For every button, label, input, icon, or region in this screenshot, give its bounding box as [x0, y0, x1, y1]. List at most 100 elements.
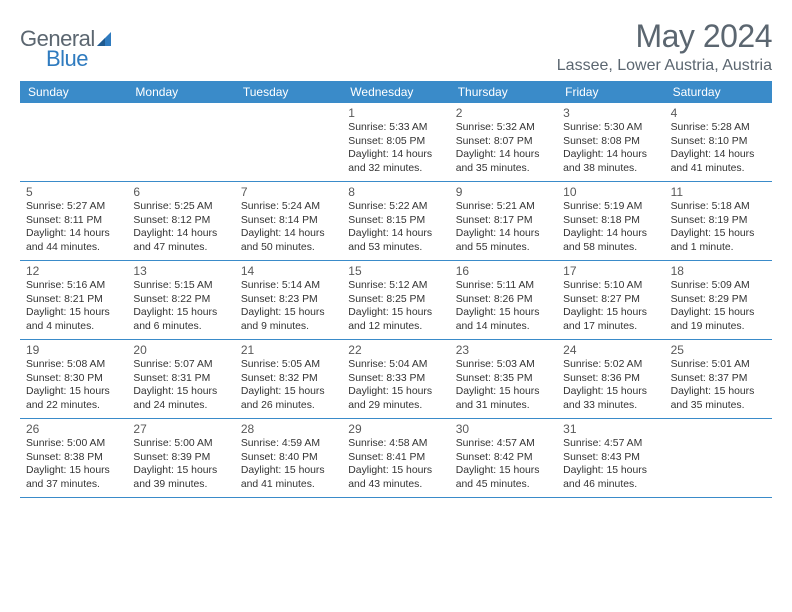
day-cell: 14Sunrise: 5:14 AMSunset: 8:23 PMDayligh…: [235, 261, 342, 339]
day-detail: and 24 minutes.: [133, 399, 230, 413]
day-detail: Sunrise: 5:11 AM: [456, 279, 553, 293]
day-cell: 22Sunrise: 5:04 AMSunset: 8:33 PMDayligh…: [342, 340, 449, 418]
day-detail: Daylight: 15 hours: [671, 385, 768, 399]
day-detail: Sunrise: 5:00 AM: [26, 437, 123, 451]
day-cell: 31Sunrise: 4:57 AMSunset: 8:43 PMDayligh…: [557, 419, 664, 497]
day-detail: and 22 minutes.: [26, 399, 123, 413]
day-detail: and 17 minutes.: [563, 320, 660, 334]
day-detail: and 32 minutes.: [348, 162, 445, 176]
day-number: 21: [241, 343, 338, 357]
day-detail: Sunset: 8:07 PM: [456, 135, 553, 149]
day-detail: and 35 minutes.: [456, 162, 553, 176]
day-detail: and 29 minutes.: [348, 399, 445, 413]
day-detail: Sunrise: 5:07 AM: [133, 358, 230, 372]
day-number: 27: [133, 422, 230, 436]
day-detail: Sunrise: 5:04 AM: [348, 358, 445, 372]
day-number: 19: [26, 343, 123, 357]
day-detail: Sunset: 8:27 PM: [563, 293, 660, 307]
dayhead-wed: Wednesday: [342, 81, 449, 103]
dayhead-mon: Monday: [127, 81, 234, 103]
day-detail: Sunset: 8:41 PM: [348, 451, 445, 465]
day-detail: and 14 minutes.: [456, 320, 553, 334]
day-detail: Sunrise: 5:21 AM: [456, 200, 553, 214]
dayhead-sat: Saturday: [665, 81, 772, 103]
day-detail: Daylight: 15 hours: [563, 306, 660, 320]
day-detail: and 9 minutes.: [241, 320, 338, 334]
day-number: 10: [563, 185, 660, 199]
day-number: 11: [671, 185, 768, 199]
day-number: 6: [133, 185, 230, 199]
day-detail: Daylight: 15 hours: [348, 464, 445, 478]
day-number: 31: [563, 422, 660, 436]
day-number: 20: [133, 343, 230, 357]
day-detail: Sunrise: 5:22 AM: [348, 200, 445, 214]
day-detail: Sunrise: 5:16 AM: [26, 279, 123, 293]
week-row: 12Sunrise: 5:16 AMSunset: 8:21 PMDayligh…: [20, 261, 772, 340]
day-cell: 11Sunrise: 5:18 AMSunset: 8:19 PMDayligh…: [665, 182, 772, 260]
month-title: May 2024: [557, 18, 772, 55]
day-detail: Sunset: 8:12 PM: [133, 214, 230, 228]
day-detail: Sunrise: 4:59 AM: [241, 437, 338, 451]
day-detail: Sunrise: 5:00 AM: [133, 437, 230, 451]
day-detail: Sunset: 8:37 PM: [671, 372, 768, 386]
day-cell: 15Sunrise: 5:12 AMSunset: 8:25 PMDayligh…: [342, 261, 449, 339]
day-cell: [127, 103, 234, 181]
day-detail: Sunrise: 5:08 AM: [26, 358, 123, 372]
day-detail: Sunset: 8:29 PM: [671, 293, 768, 307]
day-detail: Sunrise: 5:30 AM: [563, 121, 660, 135]
day-detail: Sunset: 8:11 PM: [26, 214, 123, 228]
day-detail: Daylight: 15 hours: [456, 385, 553, 399]
day-detail: Sunrise: 5:14 AM: [241, 279, 338, 293]
day-detail: and 55 minutes.: [456, 241, 553, 255]
dayhead-thu: Thursday: [450, 81, 557, 103]
day-detail: Sunset: 8:19 PM: [671, 214, 768, 228]
day-detail: Sunrise: 5:32 AM: [456, 121, 553, 135]
day-number: 23: [456, 343, 553, 357]
day-detail: Sunset: 8:42 PM: [456, 451, 553, 465]
day-cell: 17Sunrise: 5:10 AMSunset: 8:27 PMDayligh…: [557, 261, 664, 339]
day-detail: Sunset: 8:35 PM: [456, 372, 553, 386]
day-detail: Daylight: 15 hours: [241, 464, 338, 478]
day-cell: 10Sunrise: 5:19 AMSunset: 8:18 PMDayligh…: [557, 182, 664, 260]
day-detail: and 45 minutes.: [456, 478, 553, 492]
day-detail: Daylight: 14 hours: [563, 227, 660, 241]
day-detail: Sunset: 8:22 PM: [133, 293, 230, 307]
day-detail: Daylight: 15 hours: [348, 385, 445, 399]
day-detail: and 44 minutes.: [26, 241, 123, 255]
day-number: 4: [671, 106, 768, 120]
day-detail: and 53 minutes.: [348, 241, 445, 255]
day-number: 9: [456, 185, 553, 199]
day-detail: and 50 minutes.: [241, 241, 338, 255]
brand-name-b: Blue: [46, 46, 88, 71]
day-detail: Sunrise: 5:12 AM: [348, 279, 445, 293]
day-number: 28: [241, 422, 338, 436]
day-cell: 4Sunrise: 5:28 AMSunset: 8:10 PMDaylight…: [665, 103, 772, 181]
day-detail: Daylight: 14 hours: [456, 227, 553, 241]
day-detail: Sunset: 8:43 PM: [563, 451, 660, 465]
day-detail: Sunset: 8:38 PM: [26, 451, 123, 465]
dayhead-tue: Tuesday: [235, 81, 342, 103]
day-detail: Sunset: 8:14 PM: [241, 214, 338, 228]
day-detail: Sunrise: 5:18 AM: [671, 200, 768, 214]
day-detail: Sunset: 8:23 PM: [241, 293, 338, 307]
day-cell: 5Sunrise: 5:27 AMSunset: 8:11 PMDaylight…: [20, 182, 127, 260]
day-number: 1: [348, 106, 445, 120]
day-detail: Sunrise: 5:25 AM: [133, 200, 230, 214]
day-number: 24: [563, 343, 660, 357]
day-detail: and 12 minutes.: [348, 320, 445, 334]
day-detail: Sunset: 8:25 PM: [348, 293, 445, 307]
day-detail: Daylight: 14 hours: [563, 148, 660, 162]
day-detail: Sunrise: 5:01 AM: [671, 358, 768, 372]
day-number: 16: [456, 264, 553, 278]
day-number: 17: [563, 264, 660, 278]
day-cell: 18Sunrise: 5:09 AMSunset: 8:29 PMDayligh…: [665, 261, 772, 339]
day-detail: and 35 minutes.: [671, 399, 768, 413]
week-row: 26Sunrise: 5:00 AMSunset: 8:38 PMDayligh…: [20, 419, 772, 498]
day-detail: Sunset: 8:40 PM: [241, 451, 338, 465]
day-detail: Daylight: 15 hours: [671, 227, 768, 241]
week-row: 19Sunrise: 5:08 AMSunset: 8:30 PMDayligh…: [20, 340, 772, 419]
location-text: Lassee, Lower Austria, Austria: [557, 57, 772, 75]
day-detail: Sunrise: 5:28 AM: [671, 121, 768, 135]
day-number: 30: [456, 422, 553, 436]
day-detail: Sunrise: 5:15 AM: [133, 279, 230, 293]
